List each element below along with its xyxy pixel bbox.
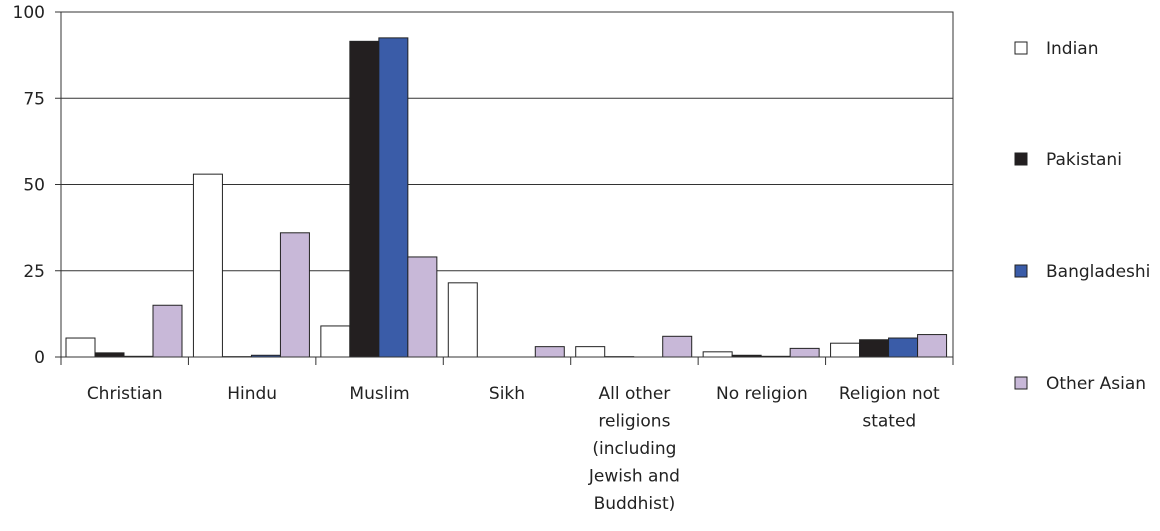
bar-bangladeshi [378, 37, 409, 358]
x-category-label: Muslim [349, 384, 409, 404]
bar-indian [575, 346, 606, 358]
legend-label: Pakistani [1046, 150, 1122, 170]
bar-other-asian [152, 304, 183, 358]
bar-other-asian [789, 347, 820, 358]
x-category-label: Christian [87, 384, 163, 404]
bar-other-asian [279, 232, 310, 358]
legend: Indian Pakistani Bangladeshi Other Asian [1014, 39, 1150, 394]
x-category-label: All other religions (including Jewish and Bu… [588, 384, 680, 514]
y-tick-label: 50 [23, 176, 45, 196]
legend-swatch-bangladeshi [1014, 264, 1028, 278]
bar-indian [320, 325, 351, 358]
y-tick-labels: 0 25 50 75 100 [13, 3, 45, 368]
bar-indian [830, 342, 861, 358]
bar-pakistani [349, 40, 380, 358]
bar-other-asian [662, 335, 693, 358]
bar-indian [447, 282, 478, 358]
legend-label: Bangladeshi [1046, 262, 1150, 282]
axes [55, 11, 954, 365]
legend-swatch-pakistani [1014, 152, 1028, 166]
bar-indian [192, 173, 223, 358]
bars [65, 37, 948, 358]
legend-label: Other Asian [1046, 374, 1146, 394]
x-category-label: No religion [716, 384, 808, 404]
bar-other-asian [917, 334, 948, 358]
category-labels: Christian Hindu Muslim Sikh All other religio… [87, 384, 940, 514]
y-tick-label: 25 [23, 262, 45, 282]
bar-indian [702, 351, 733, 358]
bar-pakistani [94, 352, 125, 358]
y-tick-label: 75 [23, 89, 45, 109]
bar-indian [65, 337, 96, 358]
legend-label: Indian [1046, 39, 1099, 59]
x-category-label: Religion not stated [839, 384, 940, 432]
bar-pakistani [859, 339, 890, 358]
y-tick-label: 0 [34, 348, 45, 368]
bar-other-asian [534, 346, 565, 358]
x-category-label: Sikh [489, 384, 525, 404]
bar-other-asian [407, 256, 438, 358]
legend-swatch-indian [1014, 41, 1028, 55]
legend-swatch-other-asian [1014, 376, 1028, 390]
bar-bangladeshi [888, 337, 919, 358]
x-category-label: Hindu [227, 384, 277, 404]
y-tick-label: 100 [13, 3, 45, 23]
